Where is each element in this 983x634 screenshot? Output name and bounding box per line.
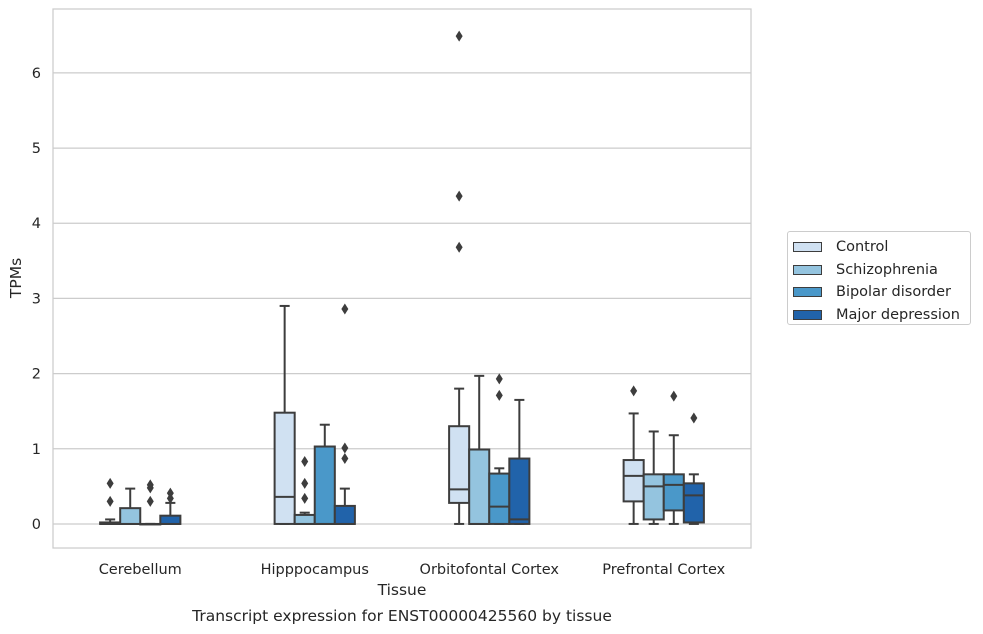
legend-label-control: Control <box>836 239 889 256</box>
outlier-point <box>301 477 309 489</box>
box-group <box>642 430 665 525</box>
outlier-point <box>106 477 114 489</box>
box-iqr <box>273 411 296 525</box>
y-tick-label: 1 <box>32 442 41 458</box>
y-tick-label: 5 <box>32 141 41 157</box>
outlier-point <box>166 487 174 499</box>
legend-swatch-control <box>793 242 822 253</box>
grid-lines <box>53 72 751 525</box>
y-tick-label: 0 <box>32 517 41 533</box>
box-group <box>119 487 142 525</box>
legend-item-bipolar-disorder: Bipolar disorder <box>793 281 970 304</box>
box-iqr <box>468 448 491 525</box>
outlier-point <box>670 390 678 402</box>
legend-item-major-depression: Major depression <box>793 304 970 327</box>
outlier-point <box>455 190 463 202</box>
x-tick-label: Cerebellum <box>99 562 182 578</box>
box-iqr <box>313 445 336 525</box>
outlier-point <box>301 456 309 468</box>
legend-label-schizophrenia: Schizophrenia <box>836 261 938 278</box>
box-group <box>99 477 122 525</box>
box-group <box>622 385 645 525</box>
x-tick-labels: Cerebellum Hipppocampus Orbitofontal Corte… <box>99 562 726 578</box>
legend-label-bipolar-disorder: Bipolar disorder <box>836 284 951 301</box>
boxes <box>99 30 705 526</box>
chart-caption: Transcript expression for ENST0000042556… <box>192 607 612 625</box>
outlier-point <box>455 30 463 42</box>
box-group <box>662 390 685 525</box>
box-group <box>159 487 182 525</box>
legend: Control Schizophrenia Bipolar disorder M… <box>787 231 971 325</box>
box-iqr <box>488 472 511 525</box>
y-tick-labels: 0 1 2 3 4 5 6 <box>32 66 41 533</box>
y-tick-label: 2 <box>32 367 41 383</box>
box-iqr <box>333 504 356 525</box>
box-group <box>273 304 296 525</box>
outlier-point <box>341 303 349 315</box>
outlier-point <box>495 389 503 401</box>
box-iqr <box>662 473 685 512</box>
box-group <box>313 423 336 525</box>
x-tick-label: Hipppocampus <box>261 562 369 578</box>
box-group <box>333 303 356 525</box>
box-group <box>682 412 705 525</box>
outlier-point <box>106 495 114 507</box>
box-iqr <box>293 513 316 525</box>
outlier-point <box>146 479 154 491</box>
outlier-point <box>341 453 349 465</box>
box-group <box>293 456 316 525</box>
outlier-point <box>690 412 698 424</box>
box-iqr <box>448 425 471 504</box>
y-tick-label: 6 <box>32 66 41 82</box>
y-tick-label: 3 <box>32 291 41 307</box>
legend-swatch-bipolar-disorder <box>793 287 822 298</box>
box-group <box>468 374 491 525</box>
box-iqr <box>622 459 645 503</box>
box-iqr <box>682 482 705 524</box>
box-iqr <box>119 507 142 525</box>
box-iqr <box>159 514 182 525</box>
x-tick-label: Orbitofontal Cortex <box>420 562 560 578</box>
legend-item-schizophrenia: Schizophrenia <box>793 259 970 282</box>
box-group <box>139 479 162 526</box>
x-axis-label: Tissue <box>377 581 427 599</box>
outlier-point <box>455 241 463 253</box>
box-group <box>488 373 511 525</box>
box-group <box>508 398 531 525</box>
legend-swatch-schizophrenia <box>793 264 822 275</box>
box-iqr <box>642 473 665 521</box>
plot-area-frame <box>52 8 752 549</box>
outlier-point <box>630 385 638 397</box>
outlier-point <box>495 373 503 385</box>
outlier-point <box>341 442 349 454</box>
legend-swatch-major-depression <box>793 309 822 320</box>
outlier-point <box>301 492 309 504</box>
legend-item-control: Control <box>793 236 970 259</box>
x-tick-label: Prefrontal Cortex <box>602 562 725 578</box>
box-iqr <box>508 457 531 525</box>
y-axis-label: TPMs <box>7 258 25 299</box>
box-group <box>448 30 471 525</box>
y-tick-label: 4 <box>32 216 41 232</box>
outlier-point <box>146 495 154 507</box>
legend-label-major-depression: Major depression <box>836 306 960 323</box>
